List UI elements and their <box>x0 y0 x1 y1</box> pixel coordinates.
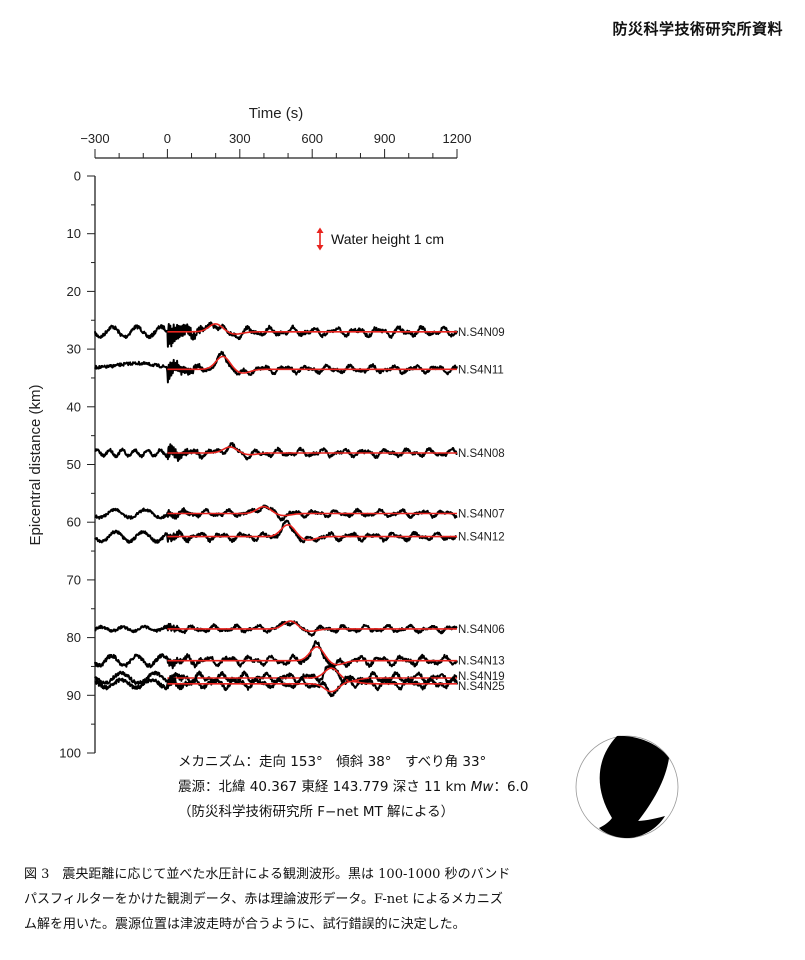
mechanism-line: メカニズム：走向 153° 傾斜 38° すべり角 33° <box>178 754 487 770</box>
y-tick-label: 70 <box>67 572 81 587</box>
y-tick-label: 60 <box>67 515 81 530</box>
synthetic-trace <box>167 355 457 374</box>
y-tick-label: 80 <box>67 630 81 645</box>
legend-label: Water height 1 cm <box>331 231 444 247</box>
y-tick-label: 30 <box>67 342 81 357</box>
synthetic-trace <box>167 505 457 517</box>
x-axis-title: Time (s) <box>249 105 303 122</box>
legend: Water height 1 cm <box>316 227 444 251</box>
source-line: （防災科学技術研究所 F−net MT 解による） <box>178 804 455 820</box>
station-label: N.S4N13 <box>458 656 505 668</box>
mw-label: Mw <box>470 779 494 795</box>
station-label: N.S4N11 <box>458 364 504 376</box>
mechanism-info: メカニズム：走向 153° 傾斜 38° すべり角 33° 震源：北緯 40.3… <box>178 750 528 825</box>
synthetic-trace <box>167 523 457 541</box>
figure-caption: 図 3 震央距離に応じて並べた水圧計による観測波形。黒は 100-1000 秒の… <box>24 867 511 932</box>
x-axis: Time (s) −300 0 300 600 900 1200 <box>80 105 472 159</box>
y-tick-label: 100 <box>59 746 81 761</box>
y-tick-label: 40 <box>67 399 81 414</box>
publication-header: 防災科学技術研究所資料 <box>612 20 783 38</box>
x-tick-label: 300 <box>229 131 251 146</box>
x-tick-label: 900 <box>374 131 396 146</box>
synthetic-trace <box>167 620 457 633</box>
station-label: N.S4N09 <box>458 327 505 339</box>
mw-value: ：6.0 <box>493 779 529 795</box>
observed-trace <box>94 350 458 384</box>
y-axis: 0 10 20 30 40 50 60 70 80 90 100 Epicentral distan… <box>27 169 96 761</box>
observed-trace <box>94 519 458 544</box>
synthetic-trace <box>167 646 457 666</box>
station-label: N.S4N25 <box>458 681 505 693</box>
station-label: N.S4N19 <box>458 671 505 683</box>
red-double-arrow-icon <box>316 227 324 251</box>
station-label: N.S4N06 <box>458 624 505 636</box>
x-tick-label: −300 <box>80 131 109 146</box>
x-tick-label: 1200 <box>443 131 472 146</box>
synthetic-trace <box>167 680 457 693</box>
observed-trace <box>94 321 458 348</box>
waveform-chart: Time (s) −300 0 300 600 900 1200 0 10 20 30 40 50 6… <box>27 105 679 839</box>
station-label: N.S4N07 <box>458 509 505 521</box>
observed-trace <box>94 640 458 670</box>
synthetic-trace <box>167 323 457 335</box>
y-tick-label: 50 <box>67 457 81 472</box>
observed-trace <box>94 442 458 462</box>
y-tick-label: 10 <box>67 226 81 241</box>
y-tick-label: 0 <box>74 169 81 184</box>
hypocenter-line: 震源：北緯 40.367 東経 143.779 深さ 11 km Mw：6.0 <box>178 779 529 795</box>
x-tick-label: 600 <box>301 131 323 146</box>
station-label: N.S4N08 <box>458 448 505 460</box>
station-label: N.S4N12 <box>458 532 505 544</box>
y-tick-label: 90 <box>67 688 81 703</box>
x-tick-label: 0 <box>164 131 171 146</box>
waveform-traces <box>94 321 458 698</box>
y-axis-title: Epicentral distance (km) <box>27 385 44 546</box>
station-labels: N.S4N09 N.S4N11 N.S4N08 N.S4N07 N.S4N12 N.S4N… <box>458 327 505 693</box>
synthetic-trace <box>167 446 457 456</box>
y-tick-label: 20 <box>67 284 81 299</box>
focal-mechanism-beachball <box>575 735 679 839</box>
